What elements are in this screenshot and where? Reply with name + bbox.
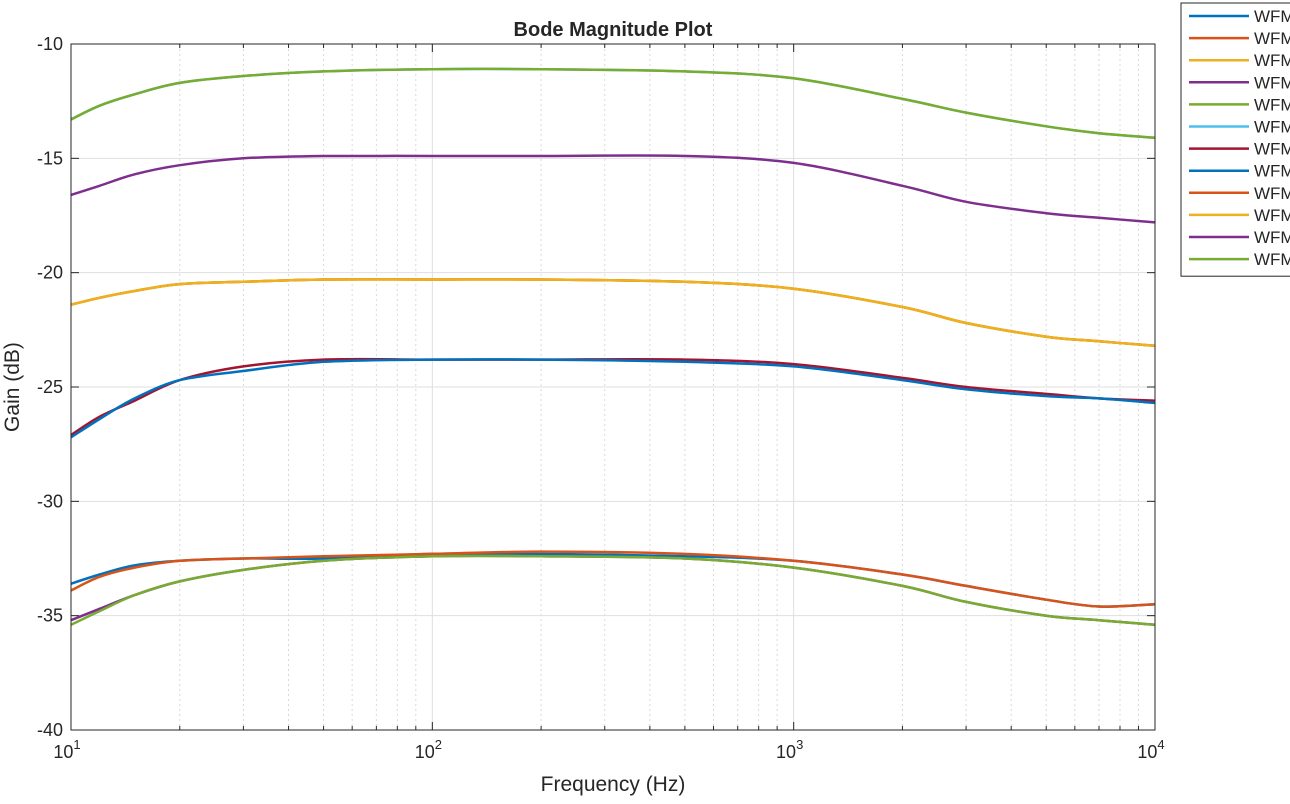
y-tick-label: -15	[37, 148, 63, 168]
y-tick-label: -20	[37, 263, 63, 283]
y-tick-label: -10	[37, 34, 63, 54]
legend-entry: WFM	[1254, 228, 1290, 247]
legend-entry: WFM	[1254, 73, 1290, 92]
series-line-10	[70, 278, 1156, 348]
legend-entry: WFM	[1254, 118, 1290, 137]
legend-entry: WFM	[1254, 184, 1290, 203]
legend-box	[1180, 2, 1290, 277]
series-line-12	[70, 67, 1156, 140]
series-line-1	[70, 552, 1156, 608]
series-line-11	[70, 154, 1156, 224]
legend-entry: WFM	[1254, 29, 1290, 48]
legend-entry: WFM	[1254, 140, 1290, 159]
series-line-2	[70, 550, 1156, 608]
legend-entry: WFM	[1254, 95, 1290, 114]
chart-title: Bode Magnitude Plot	[514, 19, 713, 41]
series-line-3	[70, 278, 1156, 348]
series-line-7	[70, 357, 1156, 437]
legend-entry: WFM	[1254, 51, 1290, 70]
legend-entry: WFM	[1254, 206, 1290, 225]
series-line-9	[70, 278, 1156, 348]
y-tick-label: -40	[37, 720, 63, 740]
y-tick-label: -25	[37, 377, 63, 397]
y-axis-label: Gain (dB)	[1, 342, 24, 432]
x-axis-label: Frequency (Hz)	[541, 773, 686, 796]
series-line-5	[70, 554, 1156, 627]
y-tick-label: -35	[37, 606, 63, 626]
y-tick-label: -30	[37, 491, 63, 511]
legend[interactable]: WFM WFM WFM WFM WFM WFM WFM WFM WFM WFM WFM WFM	[1180, 2, 1290, 277]
x-tick-label: 101	[53, 737, 80, 762]
series-layer	[70, 67, 1156, 627]
x-tick-label: 103	[776, 737, 803, 762]
series-line-6	[70, 67, 1156, 140]
legend-entry: WFM	[1254, 250, 1290, 269]
grid-layer	[71, 44, 1155, 730]
series-line-8	[70, 358, 1156, 439]
x-tick-label: 104	[1137, 737, 1164, 762]
x-tick-label: 102	[415, 737, 442, 762]
legend-entry: WFM	[1254, 7, 1290, 26]
legend-entry: WFM	[1254, 162, 1290, 181]
